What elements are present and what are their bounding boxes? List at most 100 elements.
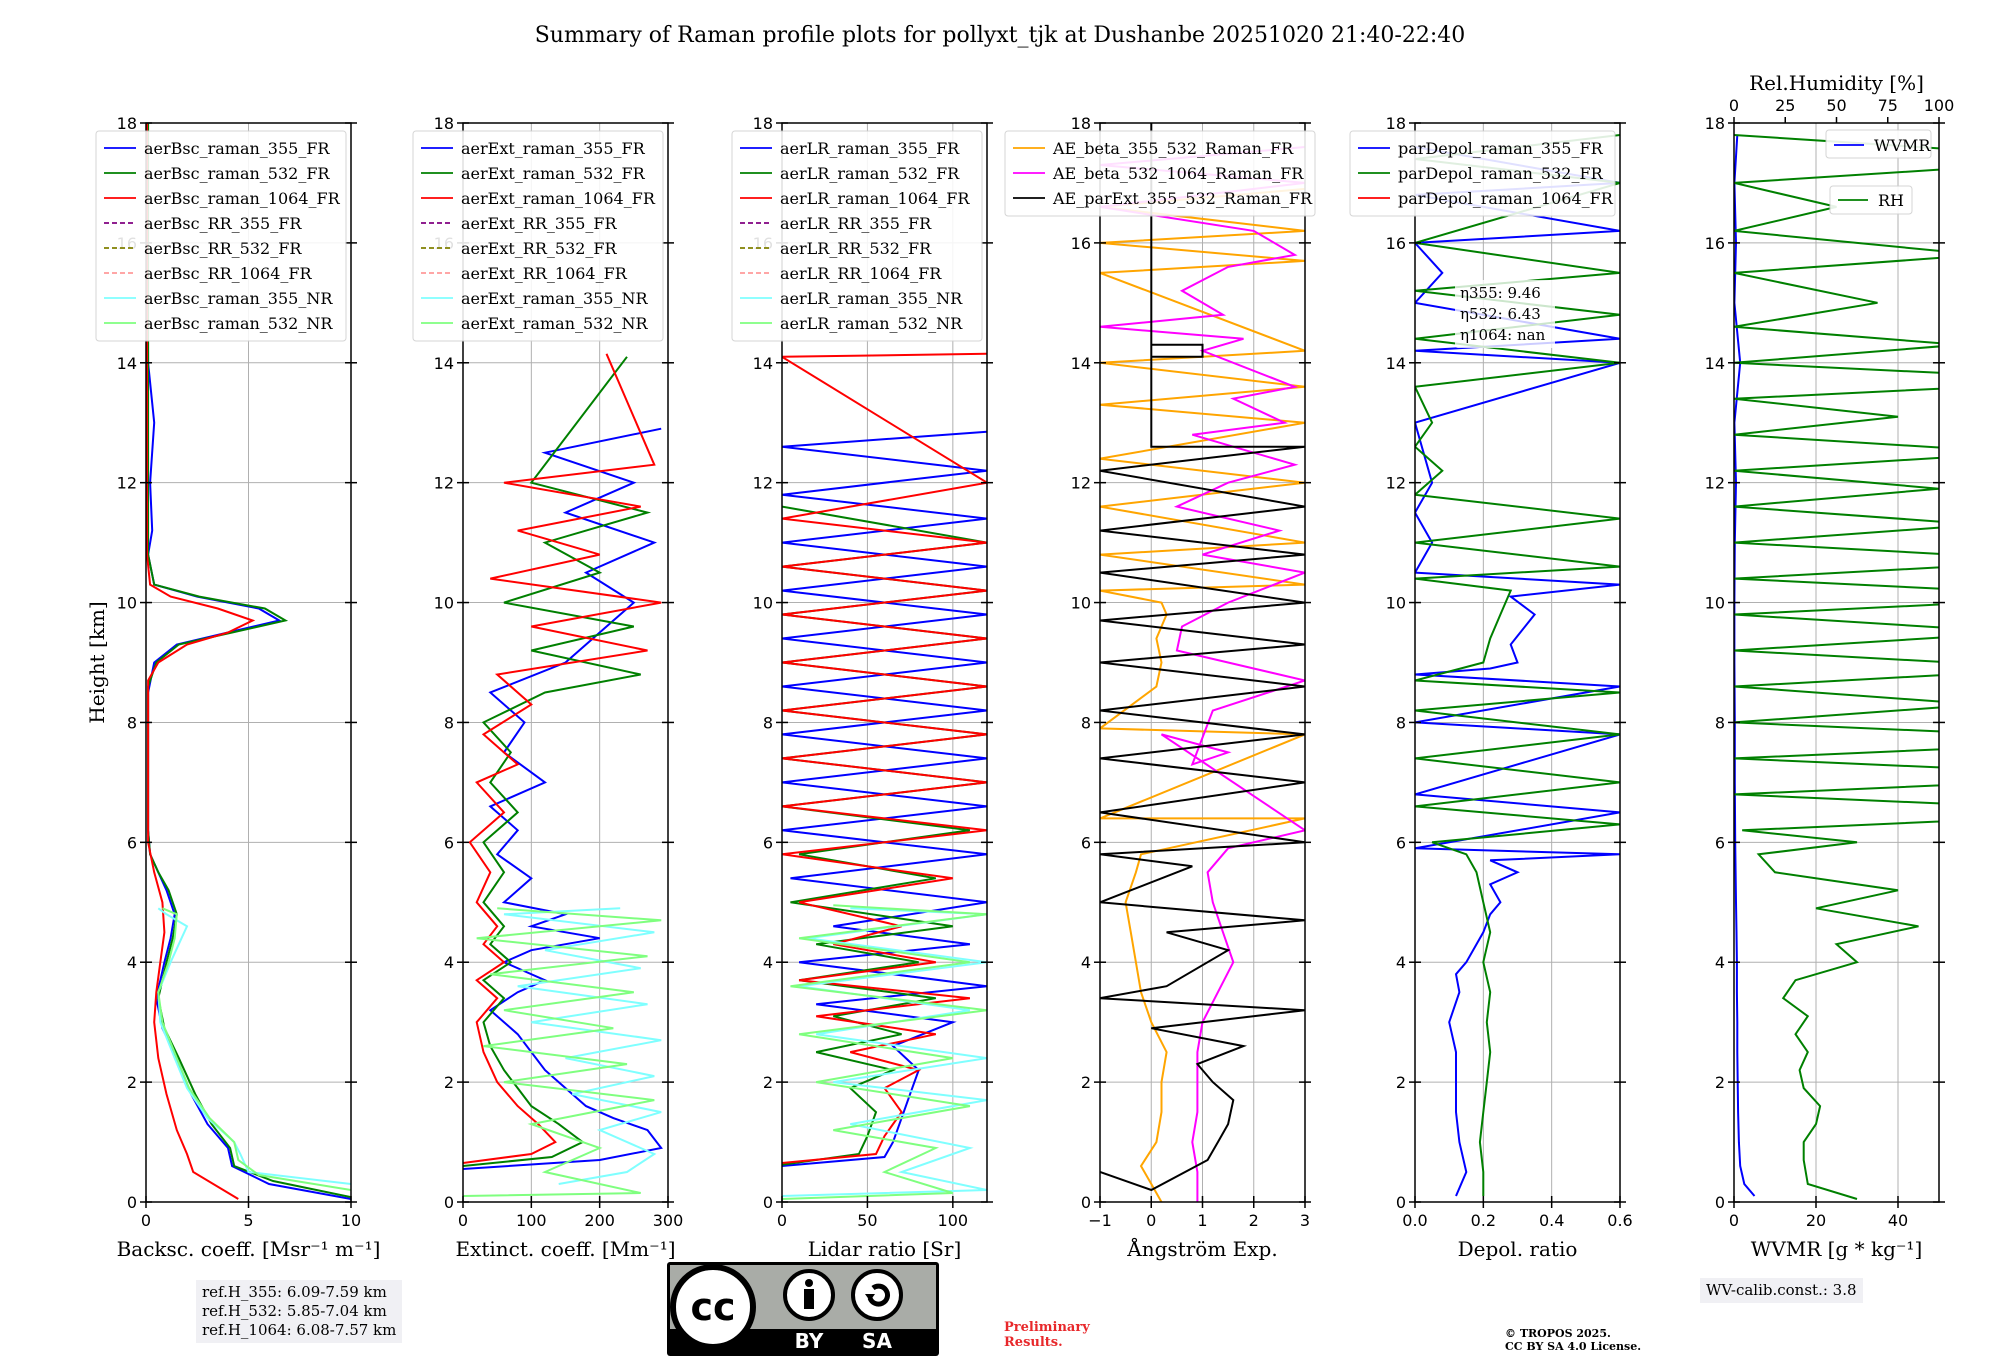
panel-depol: 0 2 4 6 8 10 12 14 16 18 0.0 0.2 0.4 0.6 Depol. ratio p… — [1349, 114, 1633, 1261]
xtick-label: 100 — [516, 1211, 547, 1230]
ytick-label: 16 — [1386, 234, 1406, 253]
x-axis-label: WVMR [g * kg⁻¹] — [1751, 1237, 1923, 1261]
xtick-label: 50 — [857, 1211, 877, 1230]
panel-lr: 024681012141618050100Lidar ratio [Sr]aer… — [731, 114, 993, 1261]
legend-label: parDepol_raman_532_FR — [1398, 164, 1604, 183]
ytick-label: 2 — [1715, 1073, 1725, 1092]
xtick-label: 10 — [341, 1211, 361, 1230]
ytick-label: 6 — [444, 833, 454, 852]
legend-label: aerLR_raman_532_FR — [780, 164, 960, 183]
legend-label: aerExt_raman_355_FR — [461, 139, 646, 158]
wv-calib-box: WV-calib.const.: 3.8 — [1700, 1278, 1863, 1303]
legend-label: aerLR_RR_532_FR — [780, 239, 932, 258]
cc-main-text: cc — [690, 1285, 735, 1329]
ytick-label: 6 — [1396, 833, 1406, 852]
xtick-label: 5 — [243, 1211, 253, 1230]
ytick-label: 14 — [753, 354, 773, 373]
preliminary-line2: Results. — [1004, 1335, 1063, 1350]
toptick-label: 75 — [1878, 96, 1898, 115]
series-group — [463, 353, 663, 1197]
ytick-label: 4 — [1081, 953, 1091, 972]
legend-label: aerLR_raman_355_FR — [780, 139, 960, 158]
legend-box-rh — [1829, 185, 1913, 215]
cc-by-sa-logo: cc BY SA — [667, 1262, 939, 1356]
x-axis-label: Extinct. coeff. [Mm⁻¹] — [455, 1237, 675, 1261]
legend-label: aerExt_raman_532_FR — [461, 164, 646, 183]
legend-box — [95, 130, 347, 342]
panels-group: 0246810121416180510Backsc. coeff. [Msr⁻¹… — [85, 71, 1955, 1261]
xtick-label: 200 — [584, 1211, 615, 1230]
legend-label: AE_beta_532_1064_Raman_FR — [1052, 164, 1304, 183]
ytick-label: 8 — [763, 713, 773, 732]
legend-label: aerLR_raman_355_NR — [780, 289, 963, 308]
ytick-label: 18 — [753, 114, 773, 133]
series-aerExt_raman_532_NR — [463, 907, 662, 1197]
xtick-label: 0 — [777, 1211, 787, 1230]
ytick-label: 0 — [1081, 1193, 1091, 1212]
x-axis-label: Ångström Exp. — [1126, 1236, 1277, 1261]
x-axis-label: Backsc. coeff. [Msr⁻¹ m⁻¹] — [117, 1237, 381, 1261]
series-aerExt_raman_1064_FR — [463, 353, 662, 1164]
legend-label: aerBsc_raman_532_NR — [144, 314, 333, 333]
copyright-note: © TROPOS 2025. CC BY SA 4.0 License. — [1505, 1327, 1641, 1353]
series-group — [782, 352, 987, 1200]
eta-annotation-box — [1455, 280, 1555, 348]
wv-calib-text: WV-calib.const.: 3.8 — [1706, 1281, 1857, 1299]
ytick-label: 0 — [444, 1193, 454, 1212]
legend-label: aerBsc_raman_532_FR — [144, 164, 330, 183]
series-aerLR_raman_532_FR — [782, 505, 987, 1166]
x-axis-label: Lidar ratio [Sr] — [808, 1237, 962, 1261]
legend-label: AE_parExt_355_532_Raman_FR — [1052, 189, 1313, 208]
axes-frame — [781, 122, 988, 1203]
y-axis-label: Height [km] — [85, 601, 109, 723]
xtick-label: 0.4 — [1539, 1211, 1564, 1230]
top-axis-label: Rel.Humidity [%] — [1749, 71, 1924, 95]
ytick-label: 0 — [1396, 1193, 1406, 1212]
xtick-label: 1 — [1197, 1211, 1207, 1230]
series-AE_beta_355_532_Raman_FR — [1100, 187, 1305, 1202]
ytick-label: 8 — [1081, 713, 1091, 732]
ytick-label: 14 — [1705, 354, 1725, 373]
legend-label: aerExt_RR_532_FR — [461, 239, 618, 258]
series-AE_beta_532_1064_Raman_FR — [1100, 146, 1305, 1202]
axes-frame — [1733, 122, 1940, 1203]
ytick-label: 10 — [1705, 594, 1725, 613]
ytick-label: 0 — [763, 1193, 773, 1212]
series-aerBsc_raman_532_NR — [157, 907, 351, 1191]
ytick-label: 16 — [1705, 234, 1725, 253]
ytick-label: 8 — [1715, 713, 1725, 732]
series-aerExt_raman_355_NR — [503, 907, 662, 1185]
legend-label: aerLR_RR_355_FR — [780, 214, 932, 233]
ytick-label: 18 — [434, 114, 454, 133]
ytick-label: 0 — [1715, 1193, 1725, 1212]
sa-arrow-icon — [867, 1283, 890, 1307]
xtick-label: 100 — [938, 1211, 969, 1230]
ytick-label: 14 — [117, 354, 137, 373]
ytick-label: 12 — [753, 474, 773, 493]
axes-frame — [462, 122, 669, 1203]
ytick-label: 4 — [1396, 953, 1406, 972]
series-RH — [1734, 134, 1939, 1200]
legend-label: aerBsc_raman_1064_FR — [144, 189, 341, 208]
ytick-label: 18 — [1386, 114, 1406, 133]
legend-box-wvmr — [1825, 129, 1932, 159]
x-axis-label: Depol. ratio — [1458, 1237, 1578, 1261]
legend-label: aerBsc_raman_355_FR — [144, 139, 330, 158]
panel-bsc: 0246810121416180510Backsc. coeff. [Msr⁻¹… — [85, 114, 380, 1261]
legend-label: aerExt_raman_532_NR — [461, 314, 649, 333]
ytick-label: 6 — [1715, 833, 1725, 852]
legend-label: aerBsc_RR_532_FR — [144, 239, 302, 258]
ytick-label: 10 — [1386, 594, 1406, 613]
ytick-label: 4 — [1715, 953, 1725, 972]
cc-by-label: BY — [795, 1329, 824, 1353]
xtick-label: 2 — [1249, 1211, 1259, 1230]
legend-label: parDepol_raman_1064_FR — [1398, 189, 1614, 208]
eta-annotation-text: η355: 9.46 — [1460, 284, 1541, 302]
series-aerBsc_raman_1064_FR — [146, 123, 256, 1200]
legend-box — [1349, 130, 1616, 217]
legend-label: parDepol_raman_355_FR — [1398, 139, 1604, 158]
legend-box — [731, 130, 983, 342]
